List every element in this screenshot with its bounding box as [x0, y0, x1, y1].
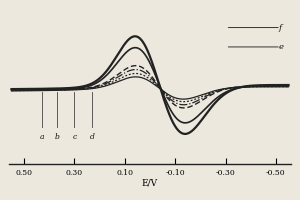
Text: c: c — [72, 133, 76, 141]
Text: a: a — [40, 133, 44, 141]
Text: e: e — [278, 43, 284, 51]
Text: d: d — [90, 133, 94, 141]
X-axis label: E/V: E/V — [142, 178, 158, 187]
Text: f: f — [278, 24, 281, 32]
Text: b: b — [54, 133, 59, 141]
